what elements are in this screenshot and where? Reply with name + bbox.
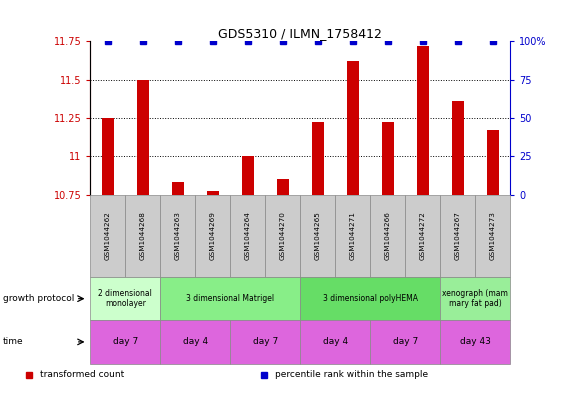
Text: day 7: day 7 xyxy=(392,338,418,346)
Bar xyxy=(125,195,160,277)
Text: day 4: day 4 xyxy=(322,338,348,346)
Bar xyxy=(160,277,300,320)
Text: GSM1044267: GSM1044267 xyxy=(455,211,461,260)
Bar xyxy=(171,182,184,195)
Title: GDS5310 / ILMN_1758412: GDS5310 / ILMN_1758412 xyxy=(218,27,382,40)
Bar xyxy=(230,195,265,277)
Bar xyxy=(136,80,149,195)
Bar xyxy=(90,320,160,364)
Bar xyxy=(276,179,289,195)
Text: 2 dimensional
monolayer: 2 dimensional monolayer xyxy=(99,289,152,309)
Text: GSM1044264: GSM1044264 xyxy=(245,211,251,260)
Text: 3 dimensional Matrigel: 3 dimensional Matrigel xyxy=(186,294,275,303)
Bar xyxy=(451,101,463,195)
Text: day 7: day 7 xyxy=(252,338,278,346)
Text: xenograph (mam
mary fat pad): xenograph (mam mary fat pad) xyxy=(442,289,508,309)
Bar xyxy=(160,195,195,277)
Bar xyxy=(335,195,370,277)
Bar xyxy=(230,320,300,364)
Text: 3 dimensional polyHEMA: 3 dimensional polyHEMA xyxy=(323,294,417,303)
Bar xyxy=(346,61,359,195)
Text: time: time xyxy=(3,338,23,346)
Bar xyxy=(300,195,335,277)
Bar xyxy=(195,195,230,277)
Text: GSM1044262: GSM1044262 xyxy=(105,211,111,260)
Bar xyxy=(486,130,498,195)
Text: GSM1044270: GSM1044270 xyxy=(280,211,286,260)
Bar xyxy=(440,195,475,277)
Bar xyxy=(206,191,219,195)
Bar xyxy=(160,320,230,364)
Text: percentile rank within the sample: percentile rank within the sample xyxy=(275,370,428,379)
Text: day 7: day 7 xyxy=(113,338,138,346)
Bar xyxy=(241,156,254,195)
Bar xyxy=(405,195,440,277)
Bar xyxy=(300,277,440,320)
Text: GSM1044263: GSM1044263 xyxy=(175,211,181,260)
Bar xyxy=(311,123,324,195)
Bar xyxy=(90,277,160,320)
Text: growth protocol: growth protocol xyxy=(3,294,74,303)
Text: day 4: day 4 xyxy=(182,338,208,346)
Bar xyxy=(440,320,510,364)
Bar xyxy=(300,320,370,364)
Bar xyxy=(475,195,510,277)
Text: GSM1044269: GSM1044269 xyxy=(210,211,216,260)
Text: GSM1044265: GSM1044265 xyxy=(315,211,321,260)
Bar xyxy=(416,46,429,195)
Text: day 43: day 43 xyxy=(460,338,490,346)
Text: GSM1044272: GSM1044272 xyxy=(420,211,426,260)
Bar xyxy=(101,118,114,195)
Text: GSM1044273: GSM1044273 xyxy=(490,211,496,260)
Bar xyxy=(440,277,510,320)
Text: GSM1044271: GSM1044271 xyxy=(350,211,356,260)
Bar xyxy=(265,195,300,277)
Bar xyxy=(381,123,394,195)
Bar xyxy=(90,195,125,277)
Bar xyxy=(370,320,440,364)
Text: GSM1044266: GSM1044266 xyxy=(385,211,391,260)
Bar xyxy=(370,195,405,277)
Text: transformed count: transformed count xyxy=(40,370,124,379)
Text: GSM1044268: GSM1044268 xyxy=(140,211,146,260)
